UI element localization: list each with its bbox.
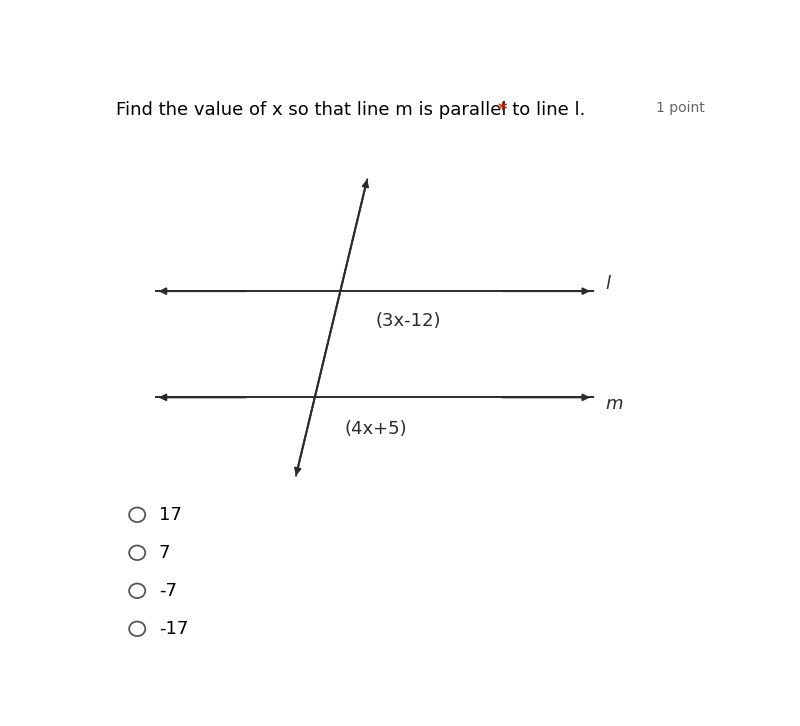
Text: l: l — [606, 275, 610, 293]
Text: 7: 7 — [159, 544, 170, 562]
Text: m: m — [606, 395, 622, 413]
Text: 17: 17 — [159, 506, 182, 523]
Text: (4x+5): (4x+5) — [345, 420, 407, 438]
Text: -17: -17 — [159, 620, 188, 638]
Text: (3x-12): (3x-12) — [376, 312, 442, 330]
Text: -7: -7 — [159, 582, 177, 600]
Text: Find the value of x so that line m is parallel to line l.: Find the value of x so that line m is pa… — [115, 101, 590, 119]
Text: *: * — [498, 101, 507, 119]
Text: 1 point: 1 point — [656, 101, 705, 115]
